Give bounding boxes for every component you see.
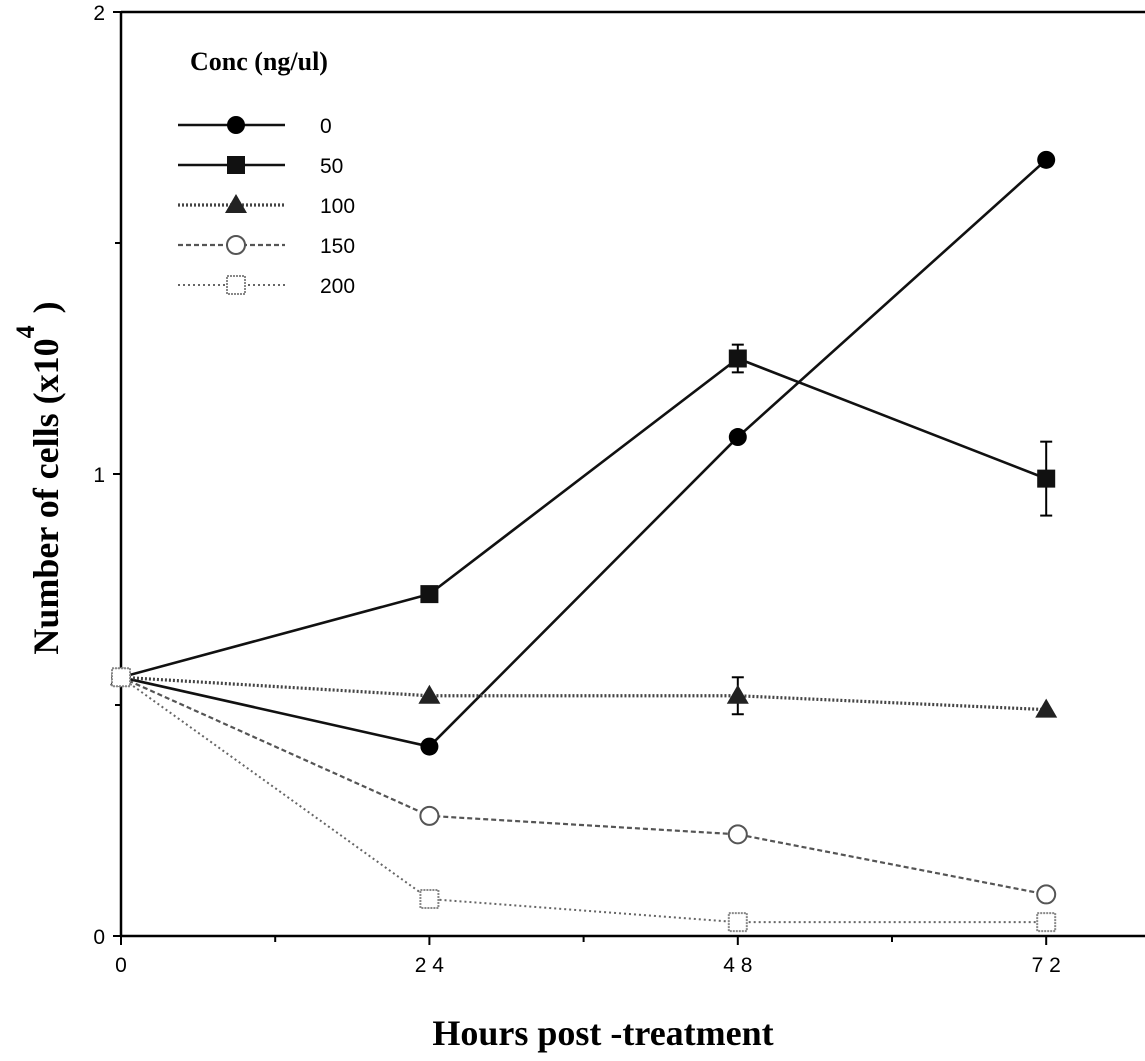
data-point-50 xyxy=(728,349,747,368)
data-point-200 xyxy=(111,667,131,688)
legend-item-100: 100 xyxy=(178,194,355,218)
data-point-100 xyxy=(726,684,749,704)
legend-marker xyxy=(227,116,245,134)
legend-title: Conc (ng/ul) xyxy=(190,47,328,76)
data-point-0 xyxy=(1037,150,1056,169)
legend: Conc (ng/ul) 0 50 100 150 200 xyxy=(178,47,355,298)
series-line-50 xyxy=(120,357,1047,679)
y-tick-label: 0 xyxy=(93,926,105,949)
data-point-200 xyxy=(419,889,440,910)
y-axis-title-close: ) xyxy=(26,301,66,313)
plot-area xyxy=(110,150,1058,933)
data-point-150 xyxy=(1036,884,1057,905)
legend-label: 150 xyxy=(320,235,355,258)
x-tick-label: 2 4 xyxy=(415,954,445,977)
data-point-100 xyxy=(418,684,441,704)
legend-label: 200 xyxy=(320,275,355,298)
svg-text:Number of cells (x104): Number of cells (x104) xyxy=(11,301,66,654)
series-line-200 xyxy=(120,676,1047,924)
y-axis-title: Number of cells (x104) xyxy=(11,301,66,654)
series-line-0 xyxy=(120,158,1048,748)
legend-marker xyxy=(227,156,245,174)
series-100 xyxy=(110,666,1058,718)
legend-item-50: 50 xyxy=(178,155,343,178)
y-axis-title-exponent: 4 xyxy=(11,325,40,338)
legend-item-0: 0 xyxy=(178,115,332,138)
legend-marker xyxy=(226,275,246,295)
series-line-100 xyxy=(120,675,1047,712)
legend-marker xyxy=(225,194,247,213)
legend-label: 50 xyxy=(320,155,343,178)
series-50 xyxy=(112,343,1056,687)
x-axis-title: Hours post -treatment xyxy=(432,1013,773,1053)
y-axis-title-main: Number of cells (x10 xyxy=(26,338,66,654)
data-point-150 xyxy=(727,824,748,845)
series-200 xyxy=(111,667,1057,933)
data-point-200 xyxy=(727,912,748,933)
data-point-150 xyxy=(419,805,440,826)
data-point-50 xyxy=(420,585,439,604)
legend-item-200: 200 xyxy=(178,275,355,298)
axes: 0 2 4 4 8 7 2 0 1 2 xyxy=(93,2,1145,977)
series-0 xyxy=(112,150,1056,756)
data-point-50 xyxy=(1037,469,1056,488)
legend-label: 0 xyxy=(320,115,332,138)
x-tick-label: 7 2 xyxy=(1032,954,1061,977)
series-line-150 xyxy=(120,676,1047,896)
x-tick-label: 0 xyxy=(115,954,127,977)
legend-marker xyxy=(226,235,246,255)
data-point-200 xyxy=(1036,912,1057,933)
x-tick-label: 4 8 xyxy=(723,954,752,977)
legend-label: 100 xyxy=(320,195,355,218)
data-point-0 xyxy=(420,737,439,756)
y-tick-label: 2 xyxy=(93,2,105,25)
data-point-100 xyxy=(1035,698,1058,718)
legend-item-150: 150 xyxy=(178,235,355,258)
y-tick-label: 1 xyxy=(93,464,105,487)
data-point-0 xyxy=(728,428,747,447)
